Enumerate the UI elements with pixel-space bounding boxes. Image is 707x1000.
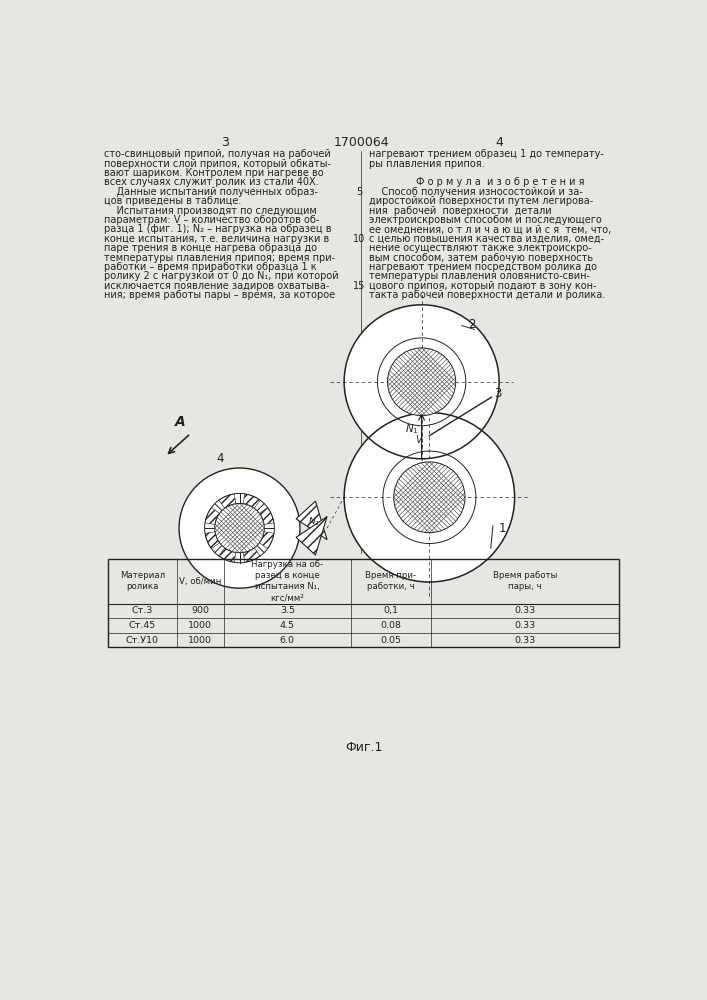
Text: с целью повышения качества изделия, омед-: с целью повышения качества изделия, омед… [369,234,604,244]
Text: цового припоя, который подают в зону кон-: цового припоя, который подают в зону кон… [369,281,597,291]
Text: нение осуществляют также электроискро-: нение осуществляют также электроискро- [369,243,592,253]
Text: параметрам: V – количество оборотов об-: параметрам: V – количество оборотов об- [104,215,320,225]
Text: сто-свинцовый припой, получая на рабочей: сто-свинцовый припой, получая на рабочей [104,149,331,159]
Text: 4: 4 [495,136,503,149]
Text: Время работы
пары, ч: Время работы пары, ч [493,571,557,591]
Text: исключается появление задиров охватыва-: исключается появление задиров охватыва- [104,281,329,291]
Text: 1700064: 1700064 [334,136,390,149]
Text: $N_2$: $N_2$ [308,515,320,528]
Circle shape [387,348,456,416]
Text: ния; время работы пары – время, за которое: ния; время работы пары – время, за котор… [104,290,335,300]
Polygon shape [296,501,327,540]
Text: Способ получения износостойкой и за-: Способ получения износостойкой и за- [369,187,583,197]
Text: диростойкой поверхности путем легирова-: диростойкой поверхности путем легирова- [369,196,593,206]
Text: паре трения в конце нагрева образца до: паре трения в конце нагрева образца до [104,243,317,253]
Text: Ст.У10: Ст.У10 [126,636,159,645]
Text: 0.05: 0.05 [380,636,401,645]
Text: электроискровым способом и последующего: электроискровым способом и последующего [369,215,602,225]
Text: температуры плавления оловянисто-свин-: температуры плавления оловянисто-свин- [369,271,590,281]
Text: 0.33: 0.33 [514,621,535,630]
Text: цов приведены в таблице.: цов приведены в таблице. [104,196,241,206]
Text: 15: 15 [353,281,365,291]
Text: ры плавления припоя.: ры плавления припоя. [369,159,484,169]
Text: всех случаях служит ролик из стали 40Х.: всех случаях служит ролик из стали 40Х. [104,177,318,187]
Text: 0.33: 0.33 [514,606,535,615]
Text: Данные испытаний полученных образ-: Данные испытаний полученных образ- [104,187,318,197]
Text: 1: 1 [499,522,507,535]
Text: 0.33: 0.33 [514,636,535,645]
Text: Время при-
работки, ч: Время при- работки, ч [365,571,416,591]
Polygon shape [296,517,327,555]
Text: $N_1$: $N_1$ [404,423,419,436]
Text: 3: 3 [493,387,501,400]
Text: вым способом, затем рабочую поверхность: вым способом, затем рабочую поверхность [369,253,593,263]
Text: V, об/мин: V, об/мин [179,577,221,586]
Text: 5: 5 [356,187,362,197]
Text: ролику 2 с нагрузкой от 0 до N₁, при которой: ролику 2 с нагрузкой от 0 до N₁, при кот… [104,271,339,281]
Text: поверхности слой припоя, который обкаты-: поверхности слой припоя, который обкаты- [104,159,331,169]
Circle shape [215,503,264,553]
Text: 6.0: 6.0 [280,636,295,645]
Text: 4: 4 [216,452,223,465]
Text: температуры плавления припоя; время при-: температуры плавления припоя; время при- [104,253,335,263]
Text: Испытания производят по следующим: Испытания производят по следующим [104,206,317,216]
Circle shape [344,413,515,582]
Text: 900: 900 [192,606,209,615]
Text: ее омеднения, о т л и ч а ю щ и й с я  тем, что,: ее омеднения, о т л и ч а ю щ и й с я те… [369,224,611,234]
Text: разца 1 (фиг. 1); N₂ – нагрузка на образец в: разца 1 (фиг. 1); N₂ – нагрузка на образ… [104,224,332,234]
Text: Ф о р м у л а  и з о б р е т е н и я: Ф о р м у л а и з о б р е т е н и я [416,177,585,187]
Circle shape [179,468,300,588]
Text: Фиг.1: Фиг.1 [345,741,382,754]
Text: 1000: 1000 [188,621,212,630]
Circle shape [344,305,499,459]
Text: нагревают трением образец 1 до температу-: нагревают трением образец 1 до температу… [369,149,604,159]
Text: 2: 2 [468,318,476,331]
Text: 3.5: 3.5 [280,606,295,615]
Text: вают шариком. Контролем при нагреве во: вают шариком. Контролем при нагреве во [104,168,324,178]
Text: нагревают трением посредством ролика до: нагревают трением посредством ролика до [369,262,597,272]
Text: 10: 10 [353,234,365,244]
Text: 0.08: 0.08 [380,621,401,630]
Text: 1000: 1000 [188,636,212,645]
Text: Ст.45: Ст.45 [129,621,156,630]
Text: 3: 3 [221,136,228,149]
Text: 4.5: 4.5 [280,621,295,630]
Text: конце испытания, т.е. величина нагрузки в: конце испытания, т.е. величина нагрузки … [104,234,329,244]
Text: A: A [175,415,186,429]
Text: Ст.3: Ст.3 [132,606,153,615]
Text: Нагрузка на об-
разец в конце
испытания N₁,
кгс/мм²: Нагрузка на об- разец в конце испытания … [251,560,323,603]
Bar [107,559,619,647]
Text: 0,1: 0,1 [383,606,398,615]
Text: Материал
ролика: Материал ролика [119,571,165,591]
Circle shape [394,462,465,533]
Text: ния  рабочей  поверхности  детали: ния рабочей поверхности детали [369,206,551,216]
Text: работки – время приработки образца 1 к: работки – время приработки образца 1 к [104,262,317,272]
Text: V: V [416,435,422,445]
Text: такта рабочей поверхности детали и ролика.: такта рабочей поверхности детали и ролик… [369,290,605,300]
